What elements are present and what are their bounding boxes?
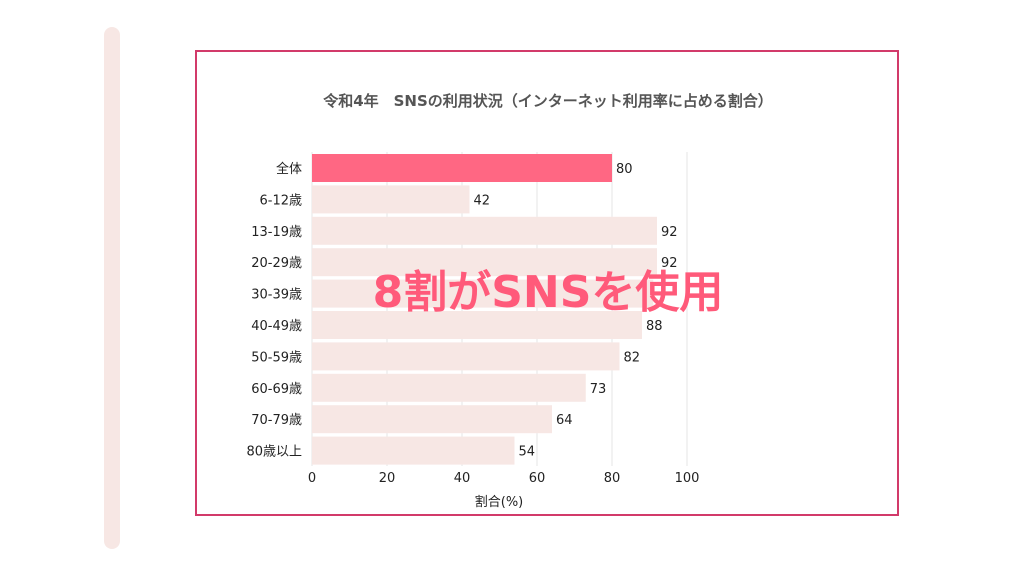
value-label: 54	[519, 445, 536, 460]
category-label: 80歳以上	[246, 445, 302, 460]
x-tick-label: 40	[454, 471, 471, 486]
x-tick-label: 100	[675, 471, 700, 486]
bar	[312, 436, 515, 465]
category-label: 20-29歳	[251, 256, 302, 271]
x-tick-label: 80	[604, 471, 621, 486]
bar	[312, 248, 657, 277]
value-label: 92	[661, 256, 678, 271]
category-labels: 全体 6-12歳 13-19歳 20-29歳 30-39歳 40-49歳 50-59歳 60-…	[246, 161, 302, 460]
value-label: 88	[646, 319, 663, 334]
value-label: 92	[661, 225, 678, 240]
bar	[312, 216, 657, 245]
value-label: 73	[590, 382, 607, 397]
category-label: 全体	[276, 161, 302, 177]
bar	[312, 279, 654, 308]
x-axis-title: 割合(%)	[475, 494, 524, 510]
x-tick-label: 60	[529, 471, 546, 486]
category-label: 40-49歳	[251, 319, 302, 334]
category-label: 50-59歳	[251, 350, 302, 365]
value-label: 80	[616, 162, 633, 177]
category-label: 70-79歳	[251, 413, 302, 428]
x-tick-label: 20	[379, 471, 396, 486]
bar	[312, 405, 552, 434]
category-label: 6-12歳	[259, 193, 302, 208]
value-label: 42	[474, 193, 491, 208]
category-label: 30-39歳	[251, 288, 302, 303]
value-label: 82	[624, 350, 641, 365]
value-label: 64	[556, 413, 573, 428]
bar	[312, 154, 612, 182]
category-label: 60-69歳	[251, 382, 302, 397]
chart-title: 令和4年 SNSの利用状況（インターネット利用率に占める割合）	[323, 92, 773, 110]
value-labels: 80 42 92 92 88 82 73 64 54	[474, 162, 678, 460]
overlay-caption: 8割がSNSを使用	[373, 267, 724, 318]
bar	[312, 342, 620, 371]
bars	[312, 154, 657, 465]
x-tick-label: 0	[308, 471, 316, 486]
decorative-side-bar	[104, 27, 120, 549]
bar	[312, 311, 642, 339]
bar	[312, 373, 586, 402]
x-tick-labels: 0 20 40 60 80 100	[308, 471, 700, 486]
bar	[312, 185, 470, 214]
category-label: 13-19歳	[251, 225, 302, 240]
